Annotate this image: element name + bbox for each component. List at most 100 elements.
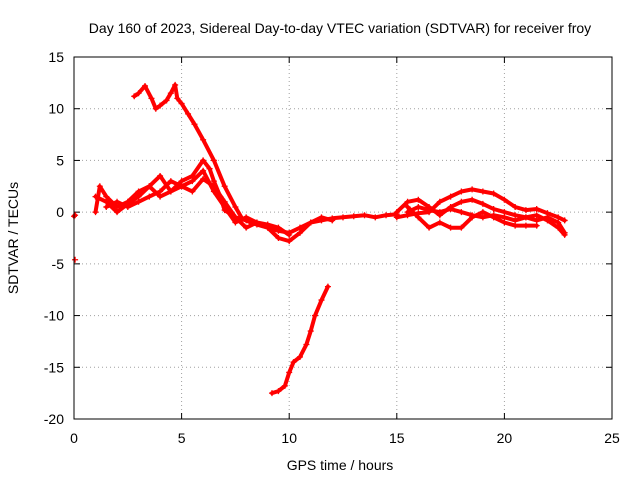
y-tick-label: -20 (44, 411, 64, 427)
x-tick-label: 0 (70, 430, 78, 446)
series-arc-descent (268, 283, 331, 397)
data-point (243, 214, 250, 221)
data-point (404, 203, 411, 210)
data-point (447, 206, 454, 213)
data-point (501, 219, 508, 226)
data-point (275, 235, 282, 241)
data-point (167, 90, 174, 97)
data-point (103, 203, 110, 210)
data-point (426, 224, 433, 231)
series-arc-late-b (393, 196, 568, 236)
data-point (361, 212, 368, 219)
data-point (290, 359, 297, 366)
data-point (404, 209, 411, 216)
data-point (479, 188, 486, 195)
data-point (544, 217, 551, 224)
data-point (157, 172, 164, 179)
chart-title: Day 160 of 2023, Sidereal Day-to-day VTE… (89, 20, 591, 36)
series-line (405, 205, 567, 237)
data-point (296, 224, 303, 231)
data-point (512, 217, 519, 224)
data-point (555, 219, 562, 226)
data-point (447, 193, 454, 200)
data-point (286, 231, 293, 238)
data-point (415, 214, 422, 221)
data-point (307, 219, 314, 226)
data-point (200, 167, 207, 174)
y-tick-labels: -20 -15 -10 -5 0 5 10 15 (44, 49, 64, 427)
data-point (458, 188, 465, 195)
data-point (469, 212, 476, 219)
data-point (415, 203, 422, 210)
data-point (72, 212, 79, 219)
data-point (312, 312, 319, 319)
data-point (490, 212, 497, 219)
data-point (200, 176, 207, 183)
data-point (189, 178, 196, 185)
data-point (533, 206, 540, 213)
data-point (490, 190, 497, 197)
data-point (318, 297, 325, 304)
data-point (512, 212, 519, 219)
x-tick-labels: 0 5 10 15 20 25 (70, 430, 620, 446)
data-point (436, 198, 443, 205)
data-point (447, 224, 454, 231)
data-point (210, 157, 217, 164)
data-point (307, 328, 314, 335)
series-arc-high (131, 81, 254, 226)
series-line (104, 177, 335, 244)
data-point (253, 219, 260, 226)
data-point (103, 198, 110, 205)
data-point (275, 388, 282, 395)
data-point (393, 209, 400, 216)
data-point (436, 209, 443, 216)
data-point (157, 102, 164, 109)
data-point (167, 188, 174, 195)
data-point (561, 217, 568, 224)
data-point (501, 196, 508, 203)
data-point (124, 203, 131, 210)
data-point (232, 219, 239, 226)
data-point (436, 219, 443, 226)
data-point (148, 95, 155, 102)
data-point (501, 209, 508, 216)
data-point (200, 136, 207, 143)
data-point (210, 178, 217, 185)
data-point (501, 214, 508, 221)
data-point (275, 224, 282, 231)
y-tick-label: 0 (56, 204, 64, 220)
data-point (135, 90, 142, 97)
x-tick-label: 5 (178, 430, 186, 446)
data-point (92, 193, 99, 200)
data-point (172, 81, 179, 88)
y-tick-label: -15 (44, 359, 64, 375)
y-tick-label: 10 (48, 101, 64, 117)
data-point (458, 224, 465, 231)
data-point (114, 203, 121, 210)
data-point (383, 212, 390, 219)
data-point (415, 196, 422, 203)
data-point (555, 214, 562, 221)
data-point (490, 206, 497, 213)
data-point (191, 121, 198, 128)
data-point (533, 222, 540, 229)
data-point (221, 183, 228, 190)
data-point (232, 214, 239, 221)
data-point (512, 222, 519, 229)
data-point (92, 209, 99, 216)
data-point (533, 217, 540, 224)
data-point (281, 382, 288, 389)
series-arc-early-b (72, 256, 79, 263)
data-point (243, 224, 250, 231)
data-point (404, 198, 411, 205)
grid-lines (74, 57, 612, 419)
data-point (479, 214, 486, 221)
data-point (555, 224, 562, 231)
data-point (512, 203, 519, 210)
data-point (522, 222, 529, 229)
data-point (340, 214, 346, 221)
data-point (479, 209, 486, 216)
data-point (200, 157, 207, 164)
series-line (270, 284, 330, 396)
x-tick-label: 20 (497, 430, 513, 446)
